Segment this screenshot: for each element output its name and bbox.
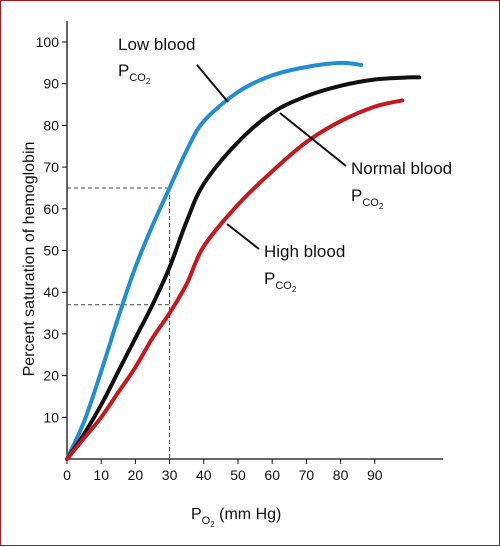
x-axis-label: PO2 (mm Hg): [191, 506, 281, 529]
annotation-low-pco2: PCO2: [118, 61, 151, 86]
y-tick-label: 90: [43, 76, 59, 92]
y-tick-label: 70: [43, 159, 59, 175]
annotation-normal-pco2: PCO2: [351, 186, 384, 211]
curve-high-blood-pco2: [65, 98, 405, 461]
annotation-high-line1: High blood: [264, 242, 345, 261]
y-tick-label: 10: [43, 409, 59, 425]
y-tick-label: 50: [43, 243, 59, 259]
y-tick-label: 30: [43, 326, 59, 342]
curves: [65, 60, 422, 461]
annotation-normal-line1: Normal blood: [351, 159, 452, 178]
annotation-low-line1: Low blood: [118, 35, 196, 54]
x-tick-label: 10: [93, 467, 109, 483]
y-tick-label: 80: [43, 117, 59, 133]
x-tick-label: 30: [162, 467, 178, 483]
x-tick-label: 0: [63, 467, 71, 483]
x-tick-label: 90: [367, 467, 383, 483]
axes: 0 10 20 30 40 50 60 70 80 90 10 20 30 40 50 60 70 80 90 100: [36, 21, 444, 483]
y-tick-label: 100: [36, 34, 60, 50]
curve-low-blood-pco2: [65, 60, 364, 461]
leader-high: [226, 223, 260, 250]
y-tick-label: 20: [43, 368, 59, 384]
y-axis-label: Percent saturation of hemoglobin: [21, 142, 38, 377]
annotation-high-pco2: PCO2: [264, 269, 297, 294]
x-tick-label: 70: [299, 467, 315, 483]
annotation-leaders: [196, 64, 347, 250]
curve-normal-blood-pco2: [65, 75, 422, 461]
y-tick-label: 40: [43, 284, 59, 300]
leader-normal: [279, 112, 347, 167]
x-tick-label: 60: [264, 467, 280, 483]
x-tick-label: 20: [128, 467, 144, 483]
x-tick-label: 80: [333, 467, 349, 483]
x-tick-label: 40: [196, 467, 212, 483]
y-tick-label: 60: [43, 201, 59, 217]
leader-low: [196, 64, 229, 103]
x-tick-label: 50: [230, 467, 246, 483]
